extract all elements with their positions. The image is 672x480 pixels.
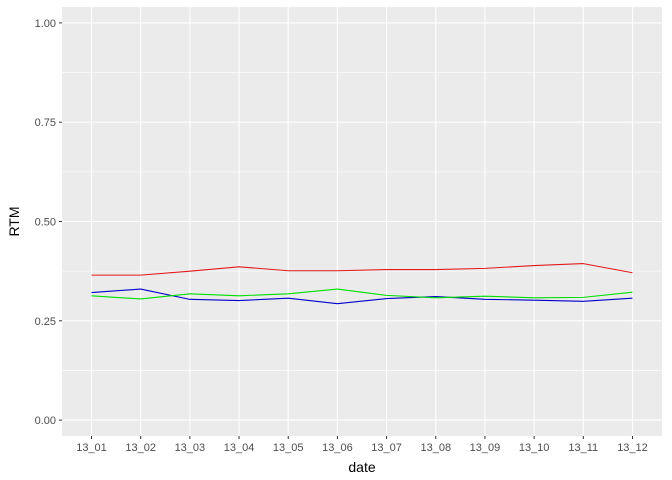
x-tick-label: 13_02 bbox=[125, 442, 156, 454]
x-axis-ticks: 13_01 13_02 13_03 13_04 13_05 13_06 13_07 13_08… bbox=[76, 436, 648, 454]
y-tick-label: 0.25 bbox=[35, 316, 56, 328]
minor-gridlines bbox=[62, 72, 662, 371]
x-tick-label: 13_12 bbox=[617, 442, 648, 454]
x-tick-label: 13_08 bbox=[420, 442, 451, 454]
x-axis-title: date bbox=[348, 459, 375, 475]
x-tick-label: 13_07 bbox=[371, 442, 402, 454]
x-tick-label: 13_04 bbox=[224, 442, 255, 454]
x-tick-label: 13_10 bbox=[519, 442, 550, 454]
y-tick-label: 0.50 bbox=[35, 217, 56, 229]
series-line-3 bbox=[91, 288, 633, 300]
series-lines bbox=[91, 263, 633, 305]
major-gridlines bbox=[62, 7, 662, 436]
y-tick-label: 1.00 bbox=[35, 18, 56, 30]
x-tick-label: 13_05 bbox=[273, 442, 304, 454]
y-axis-ticks: 0.00 0.25 0.50 0.75 1.00 bbox=[35, 18, 62, 427]
x-tick-label: 13_01 bbox=[76, 442, 107, 454]
x-tick-label: 13_09 bbox=[470, 442, 501, 454]
y-tick-label: 0.75 bbox=[35, 117, 56, 129]
y-tick-label: 0.00 bbox=[35, 415, 56, 427]
series-line-1 bbox=[91, 263, 633, 276]
y-axis-title: RTM bbox=[6, 206, 22, 236]
series-line-2 bbox=[91, 288, 633, 305]
x-tick-label: 13_03 bbox=[175, 442, 206, 454]
x-tick-label: 13_06 bbox=[322, 442, 353, 454]
x-tick-label: 13_11 bbox=[568, 442, 598, 454]
